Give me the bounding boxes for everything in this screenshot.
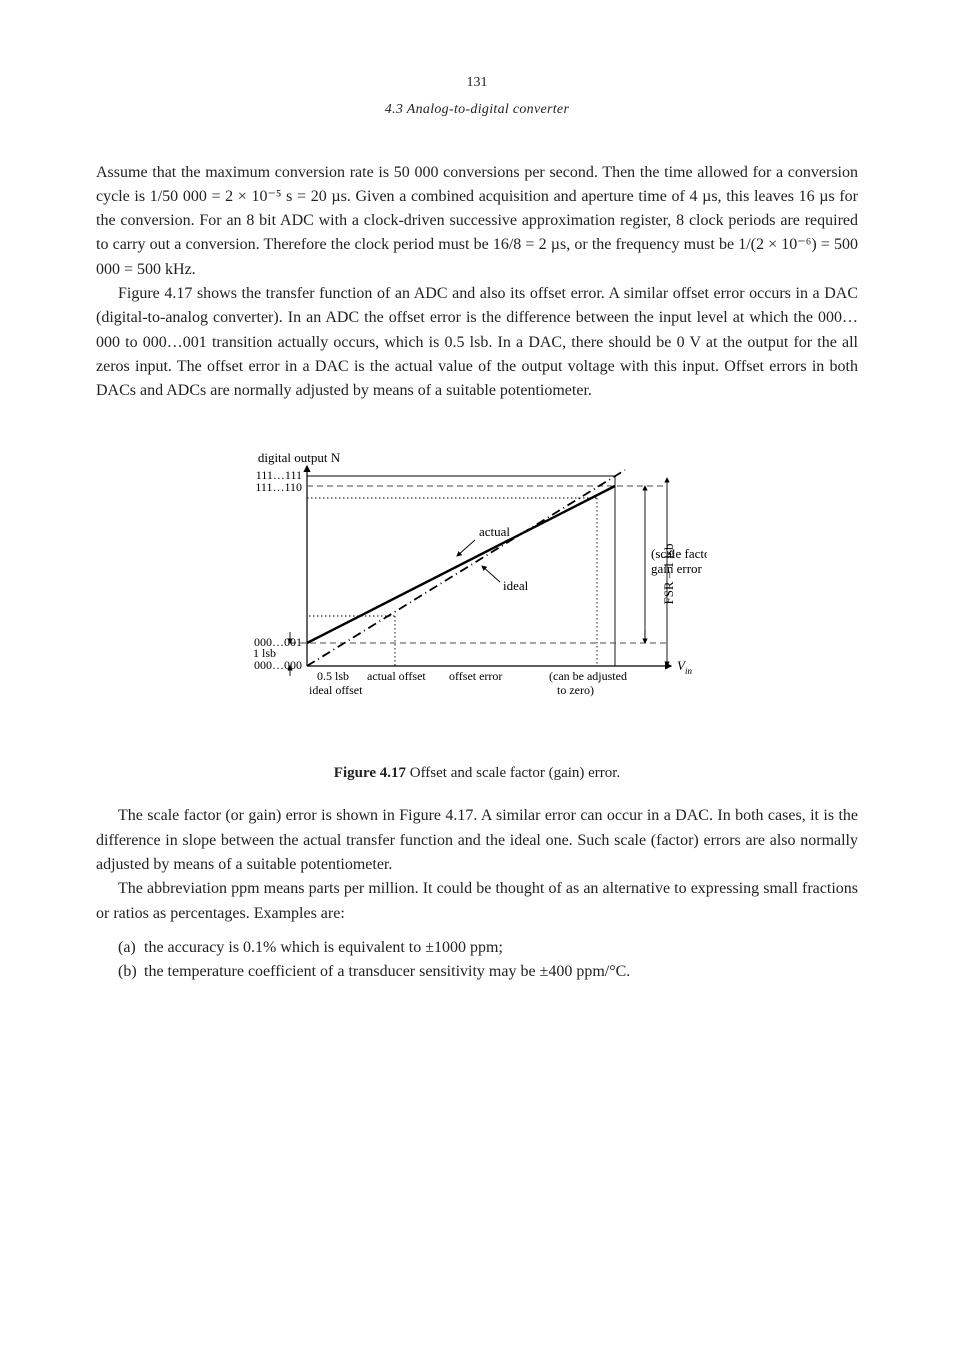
paragraph-4: The abbreviation ppm means parts per mil…	[96, 877, 858, 926]
paragraph-1: Assume that the maximum conversion rate …	[96, 161, 858, 283]
list-item-b: (b) the temperature coefficient of a tra…	[96, 960, 858, 984]
ideal-offset-label: ideal offset	[309, 683, 363, 697]
transfer-function-diagram: digital output N 111…111 111…110 000…001…	[247, 418, 707, 748]
actual-pointer	[457, 540, 475, 556]
list-bullet-b: (b)	[118, 960, 140, 984]
figure-caption-label: Figure 4.17	[334, 765, 406, 781]
page-header-title: 4.3 Analog-to-digital converter	[96, 99, 858, 120]
half-lsb-label: 0.5 lsb	[317, 669, 349, 683]
paragraph-2: Figure 4.17 shows the transfer function …	[96, 282, 858, 404]
gain-error-label-1: (scale factor)	[651, 546, 707, 561]
offset-error-label-2: (can be adjusted	[549, 669, 627, 683]
list-text-a: the accuracy is 0.1% which is equivalent…	[140, 939, 503, 956]
list-text-b: the temperature coefficient of a transdu…	[140, 963, 630, 980]
ideal-label: ideal	[503, 578, 529, 593]
fsr-label: FSR – 1 lsb	[661, 543, 676, 604]
y-axis-label: digital output N	[258, 450, 341, 465]
list-item-a: (a) the accuracy is 0.1% which is equiva…	[96, 936, 858, 960]
figure-caption-text: Offset and scale factor (gain) error.	[406, 765, 620, 781]
one-lsb-label: 1 lsb	[253, 646, 276, 660]
page-header: 131 4.3 Analog-to-digital converter	[96, 72, 858, 121]
paragraph-3: The scale factor (or gain) error is show…	[96, 804, 858, 877]
actual-line	[307, 486, 615, 643]
ideal-pointer	[482, 566, 500, 582]
figure-caption: Figure 4.17 Offset and scale factor (gai…	[247, 762, 707, 785]
offset-error-label-3: to zero)	[557, 683, 594, 697]
offset-error-label-1: offset error	[449, 669, 502, 683]
figure-4-17: digital output N 111…111 111…110 000…001…	[247, 418, 707, 785]
page-number: 131	[96, 72, 858, 93]
actual-label: actual	[479, 524, 510, 539]
list-bullet-a: (a)	[118, 936, 140, 960]
actual-offset-label: actual offset	[367, 669, 426, 683]
gain-error-label-2: gain error	[651, 561, 703, 576]
x-axis-label: Vin	[677, 658, 692, 676]
tick-000: 000…000	[254, 658, 302, 672]
tick-110: 111…110	[255, 480, 302, 494]
ideal-line	[307, 470, 625, 666]
